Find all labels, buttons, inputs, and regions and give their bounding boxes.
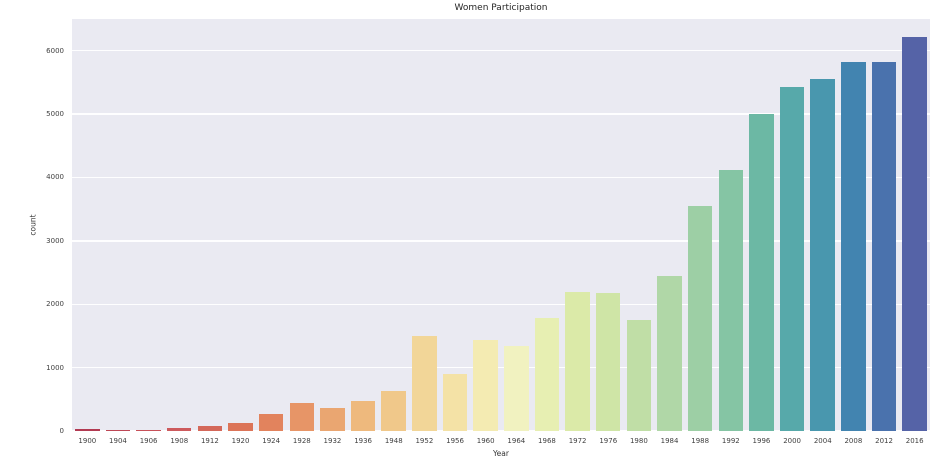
bar (902, 36, 927, 431)
bar (595, 293, 621, 431)
bar (565, 292, 590, 431)
bar (871, 62, 897, 431)
bar (381, 391, 406, 431)
x-tick-label: 2004 (813, 437, 832, 445)
y-tick-label: 1000 (46, 363, 64, 372)
bar (197, 425, 223, 431)
bar (504, 345, 529, 431)
y-axis-label: count (28, 214, 38, 236)
bar (841, 62, 866, 431)
x-tick-label: 1928 (292, 437, 311, 445)
gridline (72, 176, 930, 179)
x-tick-label: 1908 (170, 437, 189, 445)
gridline (72, 50, 930, 52)
y-tick-label: 6000 (46, 46, 64, 55)
x-tick-label: 2016 (905, 437, 924, 445)
bar (320, 407, 345, 431)
x-tick-label: 1988 (691, 437, 710, 445)
bar (166, 428, 192, 431)
bar (718, 169, 744, 431)
bar (289, 403, 315, 431)
gridline (72, 240, 930, 242)
gridline (72, 366, 930, 369)
bar (258, 414, 284, 431)
y-tick-label: 3000 (46, 236, 64, 245)
x-tick-label: 1912 (200, 437, 219, 445)
x-tick-label: 1952 (415, 437, 434, 445)
bar (810, 79, 835, 431)
x-tick-label: 1976 (599, 437, 618, 445)
x-tick-label: 2000 (783, 437, 802, 445)
chart-title: Women Participation (454, 3, 548, 13)
bar (105, 430, 131, 431)
bar (136, 430, 161, 431)
y-tick-label: 5000 (46, 110, 64, 119)
x-tick-label: 1980 (629, 437, 648, 445)
x-tick-label: 1948 (384, 437, 403, 445)
bar (657, 275, 682, 431)
x-tick-label: 1936 (354, 437, 373, 445)
bar (350, 401, 376, 431)
x-tick-label: 1996 (752, 437, 771, 445)
y-tick-label: 2000 (46, 300, 64, 309)
x-tick-label: 2012 (875, 437, 893, 445)
x-tick-label: 1920 (231, 437, 250, 445)
x-tick-label: 1992 (721, 437, 740, 445)
x-tick-label: 2008 (844, 437, 863, 445)
x-tick-label: 1968 (538, 437, 556, 445)
x-tick-label: 1960 (476, 437, 495, 445)
bar (75, 428, 100, 431)
y-tick-label: 4000 (46, 173, 64, 182)
x-tick-label: 1972 (568, 437, 587, 445)
x-tick-label: 1964 (507, 437, 526, 445)
x-tick-label: 1900 (78, 437, 97, 445)
bar (779, 86, 805, 431)
x-axis-label: Year (493, 449, 509, 458)
x-tick-label: 1904 (109, 437, 127, 445)
bar (534, 318, 560, 431)
gridline (72, 113, 930, 115)
x-tick-label: 1956 (446, 437, 464, 445)
plot-area (72, 19, 930, 432)
bar (473, 340, 498, 431)
bar (412, 336, 437, 431)
bar (687, 206, 713, 431)
x-tick-label: 1924 (262, 437, 281, 445)
bar (228, 422, 253, 431)
bar (749, 113, 774, 431)
x-tick-label: 1906 (139, 437, 158, 445)
x-tick-label: 1932 (323, 437, 342, 445)
bar (442, 374, 468, 431)
y-tick-label: 0 (59, 427, 64, 435)
gridline (72, 430, 930, 432)
bar (626, 319, 652, 431)
x-tick-label: 1984 (660, 437, 679, 445)
gridline (72, 303, 930, 305)
